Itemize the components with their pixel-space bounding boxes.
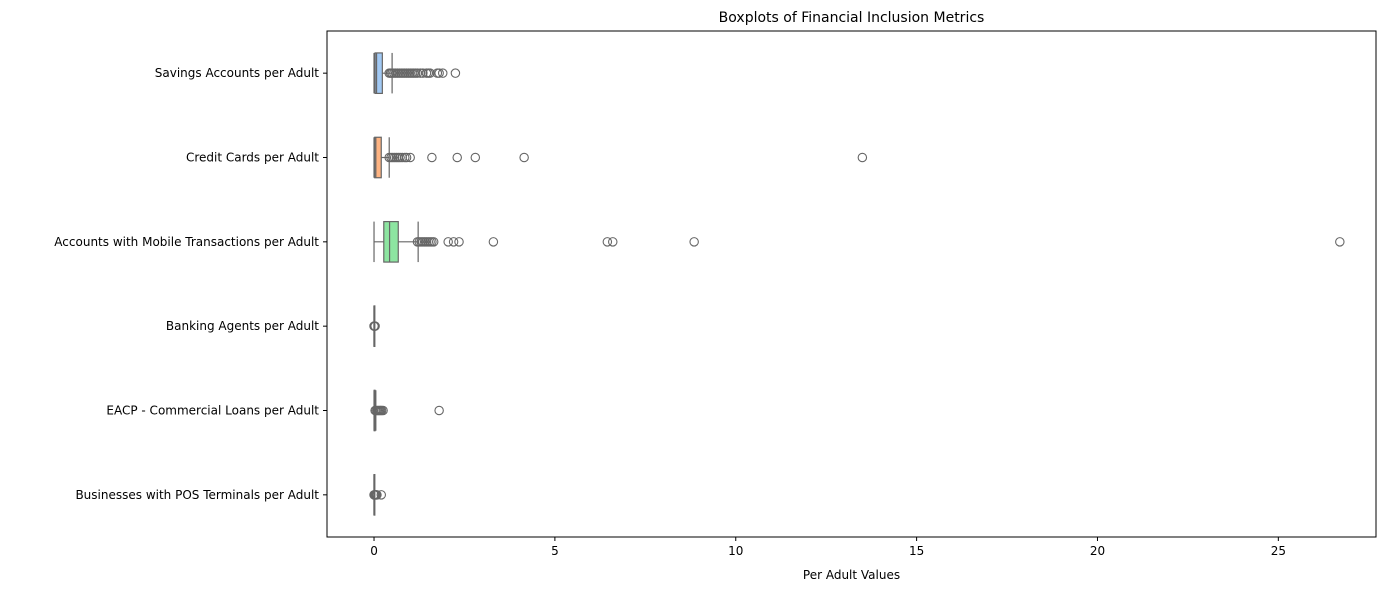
box-group <box>370 389 444 432</box>
outlier-point <box>378 405 388 416</box>
x-tick-label: 15 <box>909 544 924 558</box>
outlier-point <box>470 152 481 163</box>
outlier-point <box>370 321 380 331</box>
plot-frame <box>326 30 1377 538</box>
iqr-box <box>374 52 383 95</box>
outlier-point <box>488 237 499 247</box>
outlier-point <box>434 68 444 78</box>
x-tick-label: 0 <box>370 544 378 558</box>
outlier-point <box>602 237 613 247</box>
x-tick-label: 10 <box>728 544 743 558</box>
outlier-point <box>405 152 415 163</box>
outlier-point <box>427 152 437 163</box>
y-tick-label: Banking Agents per Adult <box>166 319 319 333</box>
outlier-point <box>425 68 435 78</box>
box-group <box>369 473 387 516</box>
x-axis-label: Per Adult Values <box>803 568 900 582</box>
outlier-point <box>418 68 428 78</box>
outlier-point <box>428 237 439 247</box>
iqr-box <box>383 220 399 263</box>
outlier-point <box>443 237 453 247</box>
outlier-point <box>372 490 382 500</box>
y-tick-label: Savings Accounts per Adult <box>155 66 320 80</box>
outlier-point <box>448 237 459 247</box>
outlier-point <box>376 490 387 500</box>
y-tick-label: Businesses with POS Terminals per Adult <box>75 488 319 502</box>
outlier-point <box>608 237 618 247</box>
outlier-point <box>438 68 448 78</box>
outlier-point <box>434 405 444 416</box>
y-axis: Savings Accounts per Adult Credit Cards p… <box>54 66 327 502</box>
outlier-point <box>401 152 412 163</box>
box-group <box>373 136 868 179</box>
outlier-point <box>857 152 868 163</box>
x-tick-label: 20 <box>1090 544 1105 558</box>
iqr-box <box>374 136 382 179</box>
chart-title: Boxplots of Financial Inclusion Metrics <box>719 10 985 26</box>
outlier-point <box>689 237 699 247</box>
x-tick-label: 25 <box>1271 544 1286 558</box>
box-group <box>369 305 380 348</box>
x-tick-label: 5 <box>551 544 559 558</box>
outlier-point <box>412 68 423 78</box>
outlier-point <box>519 152 529 163</box>
y-tick-label: Credit Cards per Adult <box>186 151 319 165</box>
plot-area <box>369 52 1345 516</box>
box-group <box>373 52 461 95</box>
outlier-point <box>452 152 462 163</box>
y-tick-label: Accounts with Mobile Transactions per Ad… <box>54 235 319 249</box>
box-group <box>373 220 1345 263</box>
outlier-point <box>1335 237 1345 247</box>
y-tick-label: EACP - Commercial Loans per Adult <box>106 404 319 418</box>
outlier-point <box>454 237 464 247</box>
x-axis: 0 5 10 15 20 25 <box>370 537 1286 558</box>
outlier-point <box>450 68 461 78</box>
